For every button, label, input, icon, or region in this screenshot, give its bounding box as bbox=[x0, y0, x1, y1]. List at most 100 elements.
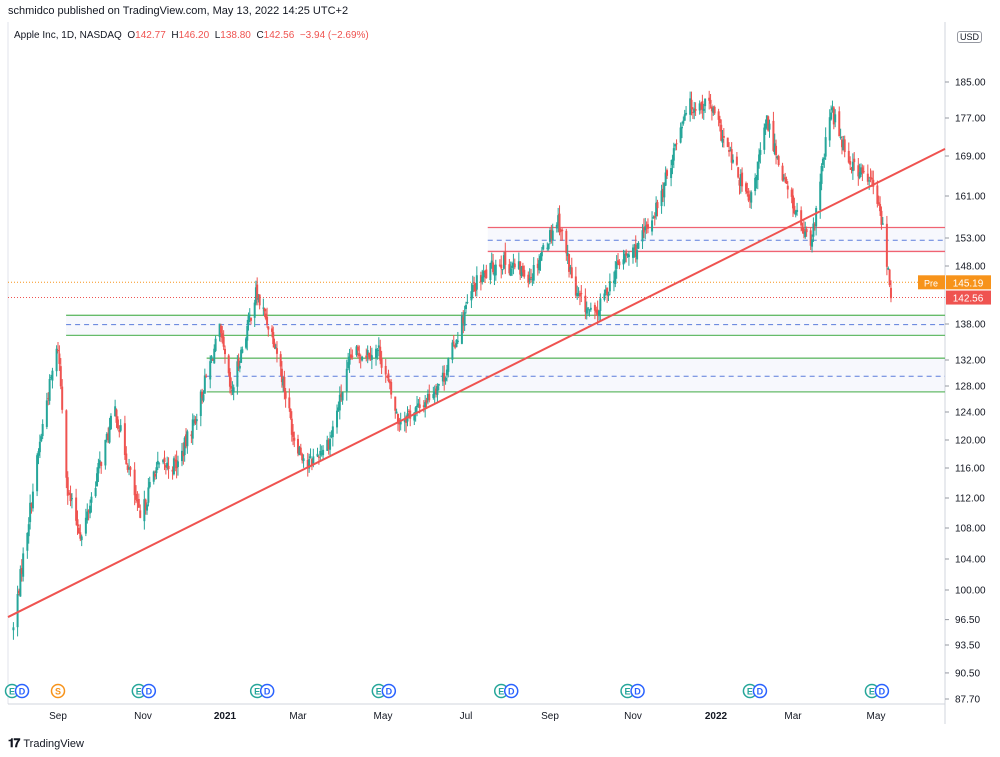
candle-body bbox=[424, 402, 427, 408]
candle-body bbox=[773, 143, 776, 154]
candle-body bbox=[316, 453, 319, 457]
candle-body bbox=[758, 154, 761, 162]
footer-brand[interactable]: TradingView bbox=[23, 737, 84, 750]
candle-body bbox=[59, 366, 62, 387]
candle-body bbox=[849, 161, 852, 165]
candle-body bbox=[422, 405, 425, 408]
candle-body bbox=[27, 524, 30, 537]
candle-body bbox=[386, 376, 389, 378]
level-band bbox=[206, 358, 946, 392]
candle-body bbox=[356, 346, 359, 351]
candle-body bbox=[302, 458, 305, 462]
candle-body bbox=[182, 452, 185, 457]
y-tick-label: 96.50 bbox=[955, 615, 980, 626]
candle-body bbox=[191, 419, 194, 439]
candle-body bbox=[87, 510, 90, 512]
candle-body bbox=[682, 120, 685, 124]
candle-body bbox=[603, 293, 606, 300]
candle-body bbox=[593, 304, 596, 311]
event-marker bbox=[752, 683, 768, 699]
candle-body bbox=[729, 150, 732, 152]
candle-body bbox=[45, 400, 48, 427]
candle-body bbox=[730, 149, 733, 163]
candle-body bbox=[390, 382, 393, 395]
candle-body bbox=[107, 433, 110, 441]
candle-body bbox=[493, 272, 496, 276]
symbol-title[interactable]: Apple Inc, 1D, NASDAQ bbox=[14, 30, 122, 41]
candle-body bbox=[540, 252, 543, 257]
candle-body bbox=[832, 107, 835, 125]
candle-body bbox=[432, 394, 435, 398]
candle-body bbox=[387, 373, 390, 382]
candle-body bbox=[445, 369, 448, 376]
trendline bbox=[7, 147, 946, 618]
candle-body bbox=[69, 493, 72, 502]
candle-body bbox=[498, 264, 501, 266]
candle-body bbox=[847, 150, 850, 163]
candle-body bbox=[474, 283, 477, 292]
candle-body bbox=[348, 356, 351, 365]
candle-body bbox=[710, 106, 713, 112]
candle-body bbox=[116, 419, 119, 429]
candle-body bbox=[377, 345, 380, 348]
candle-body bbox=[781, 165, 784, 181]
candle-body bbox=[627, 254, 630, 258]
candle-body bbox=[671, 159, 674, 166]
candle-body bbox=[201, 391, 204, 398]
candle-body bbox=[190, 434, 193, 437]
candle-body bbox=[568, 254, 571, 272]
level-band bbox=[66, 315, 946, 336]
candle-body bbox=[755, 176, 758, 181]
candle-body bbox=[708, 97, 711, 101]
candle-body bbox=[512, 263, 515, 267]
candle-body bbox=[347, 362, 350, 369]
candle-body bbox=[210, 356, 213, 361]
candle-body bbox=[765, 115, 768, 126]
candle-body bbox=[336, 410, 339, 428]
candle-body bbox=[48, 378, 51, 401]
candle-body bbox=[258, 294, 261, 306]
footer: 𝟏𝟕 TradingView bbox=[8, 736, 84, 751]
candle-body bbox=[115, 409, 118, 423]
candle-body bbox=[55, 348, 58, 372]
candle-body bbox=[231, 390, 234, 392]
candle-body bbox=[114, 406, 117, 417]
candle-body bbox=[246, 326, 249, 341]
candle-body bbox=[104, 439, 107, 466]
candle-body bbox=[248, 314, 251, 316]
candle-body bbox=[275, 348, 278, 354]
candle-body bbox=[475, 275, 478, 290]
candle-body bbox=[785, 178, 788, 184]
candle-body bbox=[164, 465, 167, 468]
candle-body bbox=[558, 213, 561, 233]
candle-body bbox=[65, 410, 68, 478]
candle-body bbox=[338, 394, 341, 411]
candle-body bbox=[185, 434, 188, 447]
candle-body bbox=[143, 499, 146, 522]
candle-body bbox=[735, 156, 738, 165]
candle-body bbox=[815, 207, 818, 227]
currency-button[interactable]: USD bbox=[957, 31, 983, 43]
candle-body bbox=[213, 348, 216, 364]
candle-body bbox=[119, 425, 122, 431]
candle-body bbox=[747, 194, 750, 201]
candle-body bbox=[171, 469, 174, 472]
event-marker bbox=[381, 683, 397, 699]
candle-body bbox=[84, 517, 87, 534]
candle-body bbox=[746, 191, 749, 194]
candle-body bbox=[441, 372, 444, 382]
candle-body bbox=[199, 391, 202, 417]
candle-body bbox=[320, 453, 323, 455]
candle-body bbox=[437, 384, 440, 386]
candle-body bbox=[51, 370, 54, 381]
candle-body bbox=[135, 493, 138, 500]
candle-body bbox=[108, 426, 111, 443]
candle-body bbox=[551, 230, 554, 241]
candle-body bbox=[282, 378, 285, 386]
candle-body bbox=[782, 178, 785, 180]
candle-body bbox=[596, 309, 599, 315]
candle-body bbox=[508, 264, 511, 274]
candle-body bbox=[29, 502, 32, 523]
